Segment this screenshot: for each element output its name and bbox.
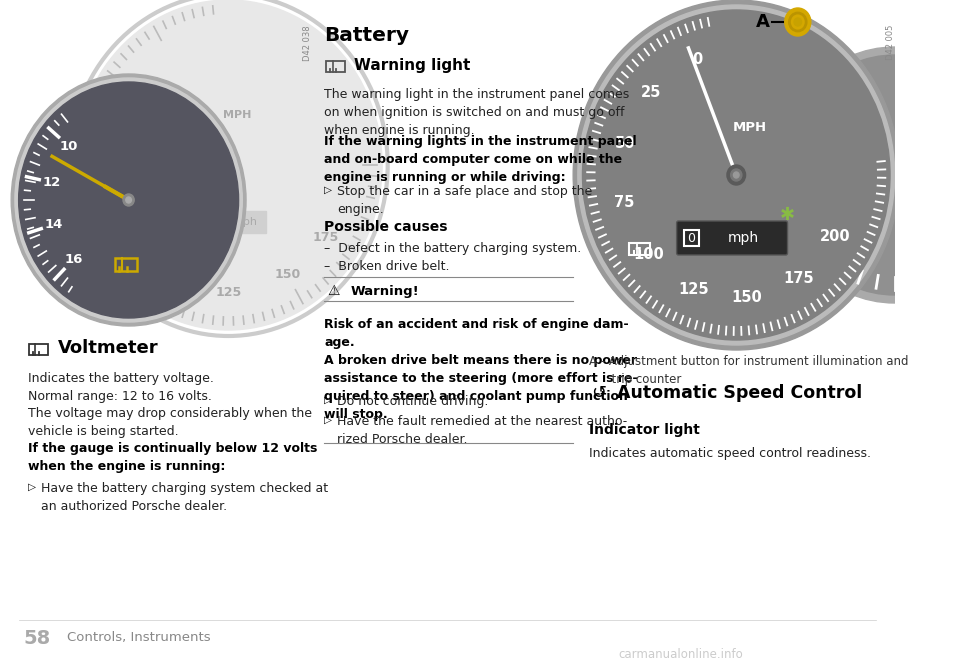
- Bar: [0, 0, 317, 330]
- Text: Risk of an accident and risk of engine dam-
age.
A broken drive belt means there: Risk of an accident and risk of engine d…: [324, 318, 638, 421]
- Circle shape: [727, 165, 746, 185]
- Text: 125: 125: [215, 285, 242, 299]
- Circle shape: [731, 169, 742, 181]
- Text: Indicator light: Indicator light: [589, 423, 700, 437]
- Text: The warning light in the instrument panel comes
on when ignition is switched on : The warning light in the instrument pane…: [324, 88, 630, 137]
- Text: ↺: ↺: [590, 384, 606, 402]
- Bar: [186, 211, 266, 233]
- Text: 150: 150: [731, 290, 761, 305]
- Circle shape: [794, 18, 802, 26]
- Text: 10: 10: [60, 139, 78, 153]
- Text: ▷: ▷: [324, 185, 332, 195]
- Bar: [114, 258, 137, 271]
- Text: Have the fault remedied at the nearest autho-
rized Porsche dealer.: Have the fault remedied at the nearest a…: [337, 415, 628, 446]
- Text: 200: 200: [820, 229, 851, 244]
- Text: Possible causes: Possible causes: [324, 220, 447, 234]
- Text: Have the battery charging system checked at
an authorized Porsche dealer.: Have the battery charging system checked…: [41, 482, 328, 513]
- Text: Warning!: Warning!: [350, 285, 420, 297]
- Text: D42 005: D42 005: [885, 25, 895, 60]
- Text: 50: 50: [101, 159, 119, 172]
- Text: 12: 12: [43, 176, 61, 189]
- Circle shape: [123, 194, 134, 206]
- Text: carmanualonline.info: carmanualonline.info: [618, 649, 743, 661]
- Circle shape: [733, 172, 739, 178]
- Circle shape: [776, 47, 960, 303]
- Text: 75: 75: [614, 195, 635, 210]
- Text: 25: 25: [117, 95, 134, 108]
- Text: Stop the car in a safe place and stop the
engine.: Stop the car in a safe place and stop th…: [337, 185, 592, 216]
- Text: If the warning lights in the instrument panel
and on-board computer come on whil: If the warning lights in the instrument …: [324, 135, 636, 184]
- Text: If the gauge is continually below 12 volts
when the engine is running:: If the gauge is continually below 12 vol…: [28, 442, 318, 473]
- Text: Warning light: Warning light: [354, 58, 470, 72]
- Text: Voltmeter: Voltmeter: [58, 339, 158, 357]
- FancyBboxPatch shape: [677, 221, 787, 255]
- Bar: [326, 61, 345, 72]
- Bar: [629, 243, 650, 255]
- Text: 0  mph: 0 mph: [218, 217, 257, 227]
- Circle shape: [126, 197, 132, 203]
- Text: ✱: ✱: [780, 206, 795, 224]
- Text: D42 038: D42 038: [303, 25, 312, 60]
- Text: 125: 125: [678, 281, 708, 297]
- Text: MPH: MPH: [733, 121, 767, 133]
- Circle shape: [18, 82, 239, 318]
- Circle shape: [784, 8, 811, 36]
- Text: ▷: ▷: [28, 482, 36, 492]
- Text: ▷: ▷: [324, 395, 332, 405]
- Text: 0: 0: [687, 232, 696, 245]
- Text: ▷: ▷: [324, 415, 332, 425]
- Text: 58: 58: [23, 628, 51, 647]
- Circle shape: [12, 74, 246, 326]
- Circle shape: [75, 0, 382, 330]
- Text: MPH: MPH: [224, 110, 252, 120]
- Text: 150: 150: [275, 269, 300, 281]
- Text: 0: 0: [692, 52, 702, 67]
- Text: 100: 100: [633, 247, 663, 261]
- Text: Indicates automatic speed control readiness.: Indicates automatic speed control readin…: [589, 447, 871, 460]
- Text: Do not continue driving.: Do not continue driving.: [337, 395, 489, 408]
- Text: Indicates the battery voltage.
Normal range: 12 to 16 volts.: Indicates the battery voltage. Normal ra…: [28, 372, 214, 403]
- Circle shape: [782, 55, 960, 295]
- Text: A: A: [756, 13, 770, 31]
- Text: 100: 100: [156, 269, 182, 281]
- Circle shape: [583, 10, 890, 340]
- Text: Controls, Instruments: Controls, Instruments: [67, 632, 211, 645]
- Text: –  Broken drive belt.: – Broken drive belt.: [324, 260, 450, 273]
- Text: mph: mph: [728, 231, 759, 245]
- Bar: [149, 217, 168, 227]
- Text: 16: 16: [64, 253, 83, 266]
- Text: 25: 25: [641, 85, 661, 100]
- Text: –  Defect in the battery charging system.: – Defect in the battery charging system.: [324, 242, 582, 255]
- Text: 175: 175: [312, 231, 339, 245]
- Text: A - Adjustment button for instrument illumination and
      trip counter: A - Adjustment button for instrument ill…: [589, 355, 908, 386]
- Circle shape: [578, 5, 895, 345]
- Bar: [29, 344, 48, 355]
- Text: 75: 75: [117, 222, 134, 235]
- Circle shape: [573, 0, 900, 350]
- Circle shape: [15, 78, 242, 322]
- Text: Automatic Speed Control: Automatic Speed Control: [617, 384, 862, 402]
- Bar: [684, 230, 699, 246]
- Text: ⚠: ⚠: [327, 284, 340, 298]
- Text: 50: 50: [615, 135, 636, 151]
- Text: Battery: Battery: [324, 25, 409, 44]
- Text: 175: 175: [783, 271, 814, 285]
- Text: The voltage may drop considerably when the
vehicle is being started.: The voltage may drop considerably when t…: [28, 407, 312, 438]
- Text: 14: 14: [44, 218, 63, 231]
